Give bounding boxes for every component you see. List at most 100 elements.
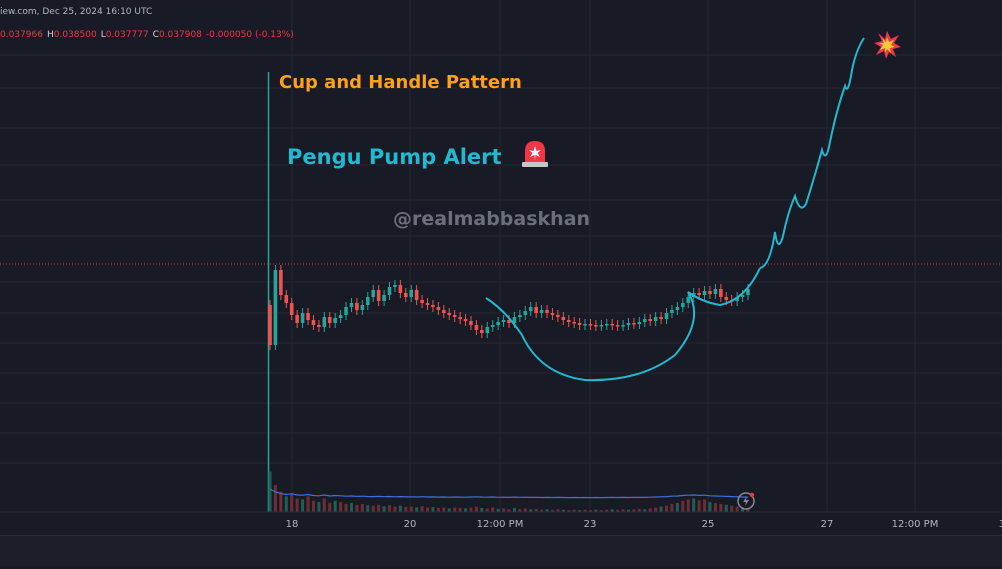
cup-handle-curve	[485, 267, 761, 382]
x-tick-label-0: 18	[286, 519, 299, 530]
candle-54	[561, 312, 566, 325]
candle-48	[528, 302, 533, 316]
candle-24	[398, 280, 403, 298]
candle-58	[583, 319, 587, 330]
candle-30	[431, 300, 435, 312]
volume-bar-88	[746, 508, 750, 512]
candle-10	[322, 312, 327, 332]
candle-86	[735, 292, 739, 306]
candle-82	[713, 284, 718, 299]
candle-0	[268, 300, 272, 350]
x-axis: 18 20 12:00 PM 23 25 27 12:00 PM 3	[0, 511, 1002, 530]
candle-19	[371, 285, 376, 302]
volume-bar-40	[485, 508, 489, 512]
volume-bar-1	[273, 485, 277, 512]
candle-62	[604, 319, 609, 330]
candle-55	[566, 315, 571, 327]
candle-29	[425, 298, 430, 310]
candle-35	[458, 312, 462, 324]
candle-66	[626, 318, 631, 330]
volume-bar-72	[659, 506, 663, 512]
candle-59	[588, 319, 593, 330]
volume-bar-51	[545, 509, 549, 512]
volume-bar-49	[534, 508, 538, 512]
volume-bar-45	[512, 507, 516, 512]
volume-bar-16	[355, 504, 359, 512]
x-tick-label-2: 12:00 PM	[477, 519, 524, 530]
candle-1	[273, 265, 278, 350]
candle-37	[469, 316, 473, 330]
volume-bar-20	[377, 504, 381, 512]
x-tick-label-5: 27	[821, 519, 834, 530]
volume-bar-8	[311, 500, 315, 512]
candle-21	[382, 290, 386, 306]
volume-bar-61	[599, 510, 603, 512]
candle-27	[414, 285, 419, 305]
volume-bar-55	[567, 510, 571, 512]
alert-annotation: Pengu Pump Alert	[287, 138, 551, 173]
candle-13	[338, 310, 343, 323]
volume-bar-26	[409, 506, 413, 512]
candle-63	[610, 319, 615, 330]
volume-bar-12	[333, 500, 337, 512]
candle-46	[518, 310, 522, 322]
ohlc-value-1: H0.038500	[46, 30, 97, 40]
candle-40	[485, 322, 490, 338]
candle-31	[436, 302, 441, 315]
volume-bar-0	[268, 471, 272, 512]
volume-bar-74	[670, 503, 674, 512]
volume-bar-10	[322, 498, 326, 512]
volume-bar-36	[464, 508, 468, 512]
candle-75	[675, 302, 680, 315]
volume-bar-3	[284, 496, 288, 512]
candle-71	[653, 312, 658, 326]
candle-50	[539, 305, 544, 318]
candle-15	[349, 298, 354, 312]
volume-bar-54	[561, 509, 565, 512]
candle-22	[387, 282, 392, 300]
pattern-title-annotation: Cup and Handle Pattern	[279, 72, 522, 93]
candle-39	[480, 325, 484, 338]
candle-26	[409, 285, 414, 302]
volume-bar-80	[703, 499, 707, 512]
volume-bar-41	[491, 507, 495, 512]
x-tick-label-6: 12:00 PM	[892, 519, 939, 530]
volume-bar-69	[643, 509, 647, 512]
volume-bar-31	[436, 507, 440, 512]
volume-bar-82	[713, 503, 717, 512]
candle-7	[306, 308, 310, 325]
candle-49	[534, 302, 538, 318]
volume-bar-15	[349, 503, 353, 512]
candle-23	[393, 280, 397, 292]
volume-bar-37	[469, 507, 473, 512]
candle-77	[686, 292, 691, 308]
candle-81	[708, 286, 712, 299]
candle-32	[442, 305, 446, 318]
candle-41	[490, 320, 495, 332]
volume-bar-78	[692, 498, 696, 512]
bottom-toolbar	[0, 535, 1002, 566]
volume-bar-34	[453, 507, 457, 512]
candle-73	[664, 308, 669, 324]
replay-icon[interactable]	[737, 492, 755, 510]
volume-bar-38	[474, 506, 478, 512]
volume-bar-87	[741, 507, 745, 512]
candle-12	[333, 313, 337, 328]
explosion-icon	[874, 31, 901, 59]
volume-bar-46	[518, 508, 522, 512]
candle-43	[501, 315, 506, 327]
volume-bar-27	[415, 507, 419, 512]
alert-text: Pengu Pump Alert	[287, 145, 502, 169]
candle-52	[550, 308, 555, 320]
volume-bar-76	[681, 500, 685, 512]
volume-bar-39	[480, 507, 484, 512]
volume-bar-24	[398, 505, 402, 512]
volume-bar-79	[697, 500, 701, 512]
volume-bar-63	[610, 509, 614, 512]
volume-bar-14	[344, 503, 348, 512]
candle-17	[360, 300, 365, 315]
candle-64	[615, 320, 620, 331]
volume-bar-81	[708, 502, 712, 512]
